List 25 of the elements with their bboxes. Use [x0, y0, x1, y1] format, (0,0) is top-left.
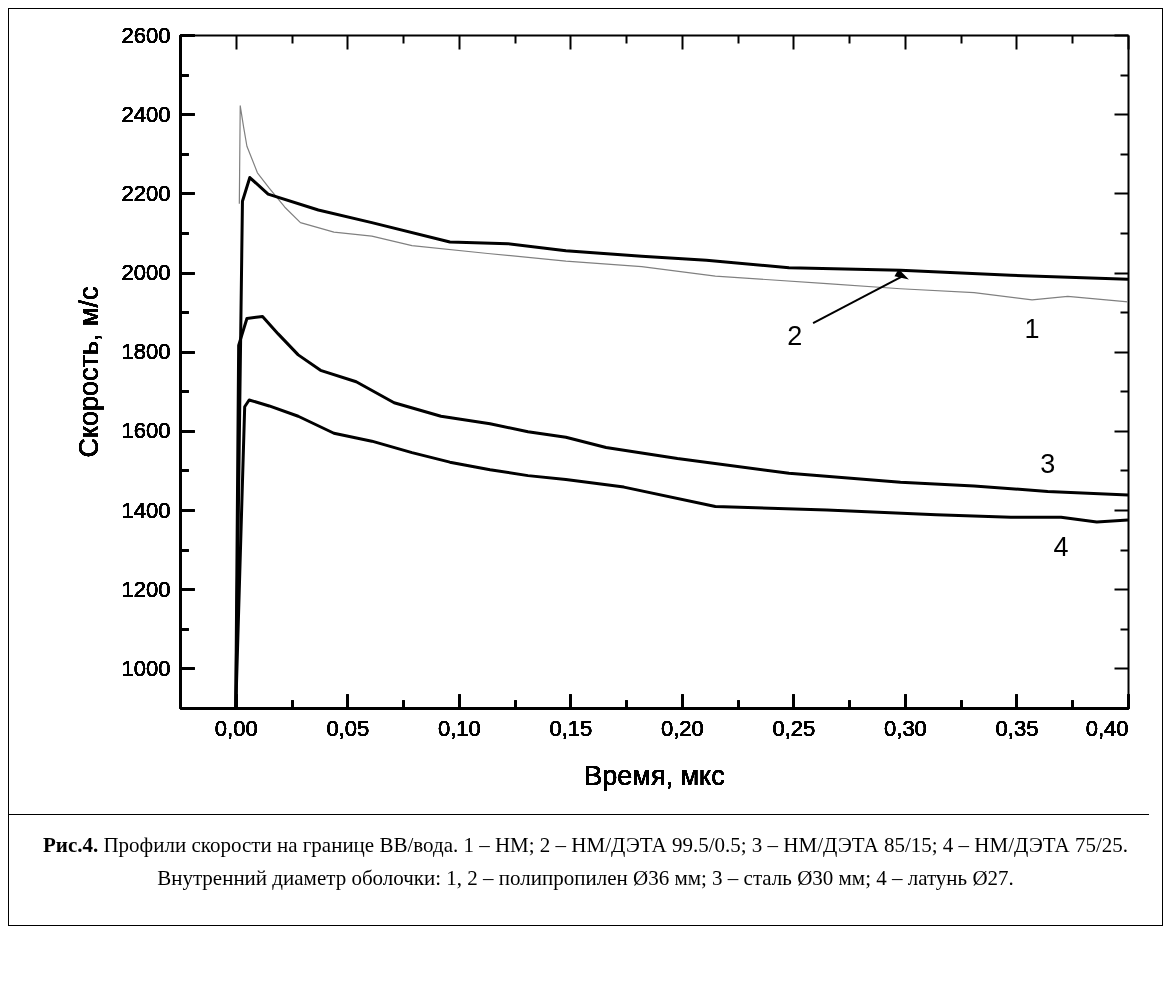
text: Рис.4. Профили скорости на границе ВВ/вода. 1 – НМ; 2 – НМ/ДЭТА 99.5/0.5; 3 – НМ/ДЭТА 85/15; 4 – НМ/ДЭТА 75/25. Внутренний диаметр оболочки: 1, 2 – полипропилен Ø36 мм; 3 – сталь Ø30 мм; 4 – латунь Ø27.: [41, 832, 1130, 892]
y-tick-label: 1000: [121, 655, 171, 681]
y-tick-label: 1800: [121, 339, 171, 365]
annotation: 4: [1053, 532, 1069, 563]
x-tick-label: 0,25: [772, 715, 816, 741]
y-tick-label: 2600: [121, 22, 171, 48]
x-tick-label: 0,05: [326, 715, 370, 741]
x-tick-label: 0,35: [995, 715, 1039, 741]
y-tick-label: 2400: [121, 101, 171, 127]
x-tick-label: 0,30: [884, 715, 927, 741]
x-tick-label: 0,00: [214, 715, 258, 741]
y-tick-label: 1200: [121, 576, 171, 602]
x-axis-title: Время, мкс: [584, 760, 725, 791]
y-tick-label: 1600: [121, 418, 171, 444]
x-tick-label: 0,40: [1085, 715, 1129, 741]
x-tick-label: 0,10: [437, 715, 481, 741]
y-tick-label: 2200: [121, 180, 171, 206]
y-tick-label: 2000: [121, 260, 171, 286]
annotation: 2: [787, 321, 803, 352]
annotation: 1: [1024, 313, 1040, 344]
annotation: 3: [1040, 449, 1056, 480]
x-tick-label: 0,20: [660, 715, 704, 741]
x-tick-label: 0,15: [549, 715, 593, 741]
y-axis-title: Скорость, м/с: [73, 286, 104, 458]
y-tick-label: 1400: [121, 497, 171, 523]
